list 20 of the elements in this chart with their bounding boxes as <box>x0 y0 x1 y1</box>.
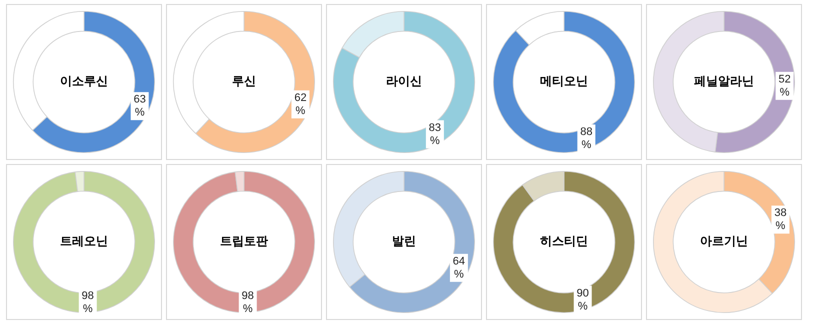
data-label: 38 % <box>774 207 787 232</box>
data-label: 90 % <box>576 287 589 312</box>
text: 히스티딘 <box>539 233 589 250</box>
text: 라이신 <box>385 73 423 90</box>
text: 트립토판 <box>219 233 269 250</box>
data-label: 83 % <box>428 122 442 147</box>
data-label: 52 % <box>778 73 791 98</box>
text: 발린 <box>391 233 417 250</box>
text: 아르기닌 <box>699 233 749 250</box>
data-label: 98 % <box>82 290 94 316</box>
data-label: 62 % <box>294 92 307 117</box>
data-label: 63 % <box>134 94 146 119</box>
data-label: 88 % <box>580 126 592 151</box>
text: 메티오닌 <box>539 73 589 90</box>
data-label: 64 % <box>452 255 466 280</box>
text: 이소루신 <box>59 73 109 90</box>
text: 트레오닌 <box>59 233 109 250</box>
text: 페닐알라닌 <box>694 74 754 88</box>
data-label: 98 % <box>242 290 254 316</box>
text: 루신 <box>231 73 257 90</box>
